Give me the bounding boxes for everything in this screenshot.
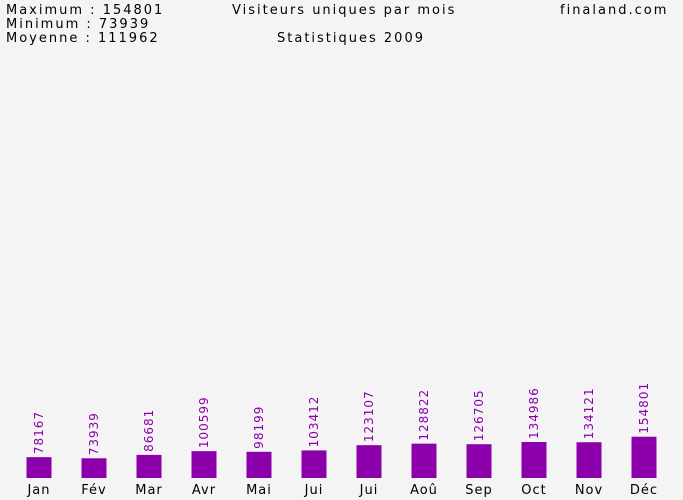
chart-title: Visiteurs uniques par mois: [232, 3, 457, 18]
bar-value-label: 73939: [87, 412, 101, 455]
bar-nov-10: [576, 442, 602, 478]
bar-avr-3: [191, 451, 217, 478]
x-tick-label: Aoû: [410, 483, 438, 498]
bar-jui-5: [301, 450, 327, 478]
bar-value-label: 154801: [637, 382, 651, 434]
bar-jui-6: [356, 445, 382, 478]
x-tick-label: Jui: [359, 483, 379, 498]
bar-sep-8: [466, 444, 492, 478]
bar-déc-11: [631, 436, 657, 478]
bar-value-label: 86681: [142, 409, 156, 452]
site-name: finaland.com: [560, 3, 669, 18]
bar-value-label: 128822: [417, 389, 431, 441]
bar-aoû-7: [411, 443, 437, 478]
bar-jan-0: [26, 457, 52, 478]
bar-value-label: 98199: [252, 406, 266, 449]
min-stat: Minimum : 73939: [6, 17, 151, 32]
x-tick-label: Jan: [26, 483, 50, 498]
x-tick-label: Nov: [575, 483, 603, 498]
x-tick-label: Mar: [135, 483, 163, 498]
x-tick-label: Oct: [521, 483, 546, 498]
x-tick-label: Fév: [81, 483, 106, 498]
bar-value-label: 103412: [307, 396, 321, 448]
bar-value-label: 78167: [32, 411, 46, 454]
bar-value-label: 134121: [582, 387, 596, 439]
bar-value-label: 134986: [527, 387, 541, 439]
bar-fév-1: [81, 458, 107, 478]
bar-mar-2: [136, 454, 162, 478]
bar-value-label: 100599: [197, 396, 211, 448]
chart-subtitle: Statistiques 2009: [277, 31, 425, 46]
x-tick-label: Déc: [630, 483, 658, 498]
bar-mai-4: [246, 451, 272, 478]
x-tick-label: Mai: [246, 483, 272, 498]
bar-value-label: 123107: [362, 390, 376, 442]
max-stat: Maximum : 154801: [6, 3, 165, 18]
x-tick-label: Sep: [465, 483, 493, 498]
avg-stat: Moyenne : 111962: [6, 31, 160, 46]
bar-value-label: 126705: [472, 389, 486, 441]
x-tick-label: Avr: [192, 483, 216, 498]
x-tick-label: Jui: [304, 483, 324, 498]
bar-oct-9: [521, 442, 547, 478]
